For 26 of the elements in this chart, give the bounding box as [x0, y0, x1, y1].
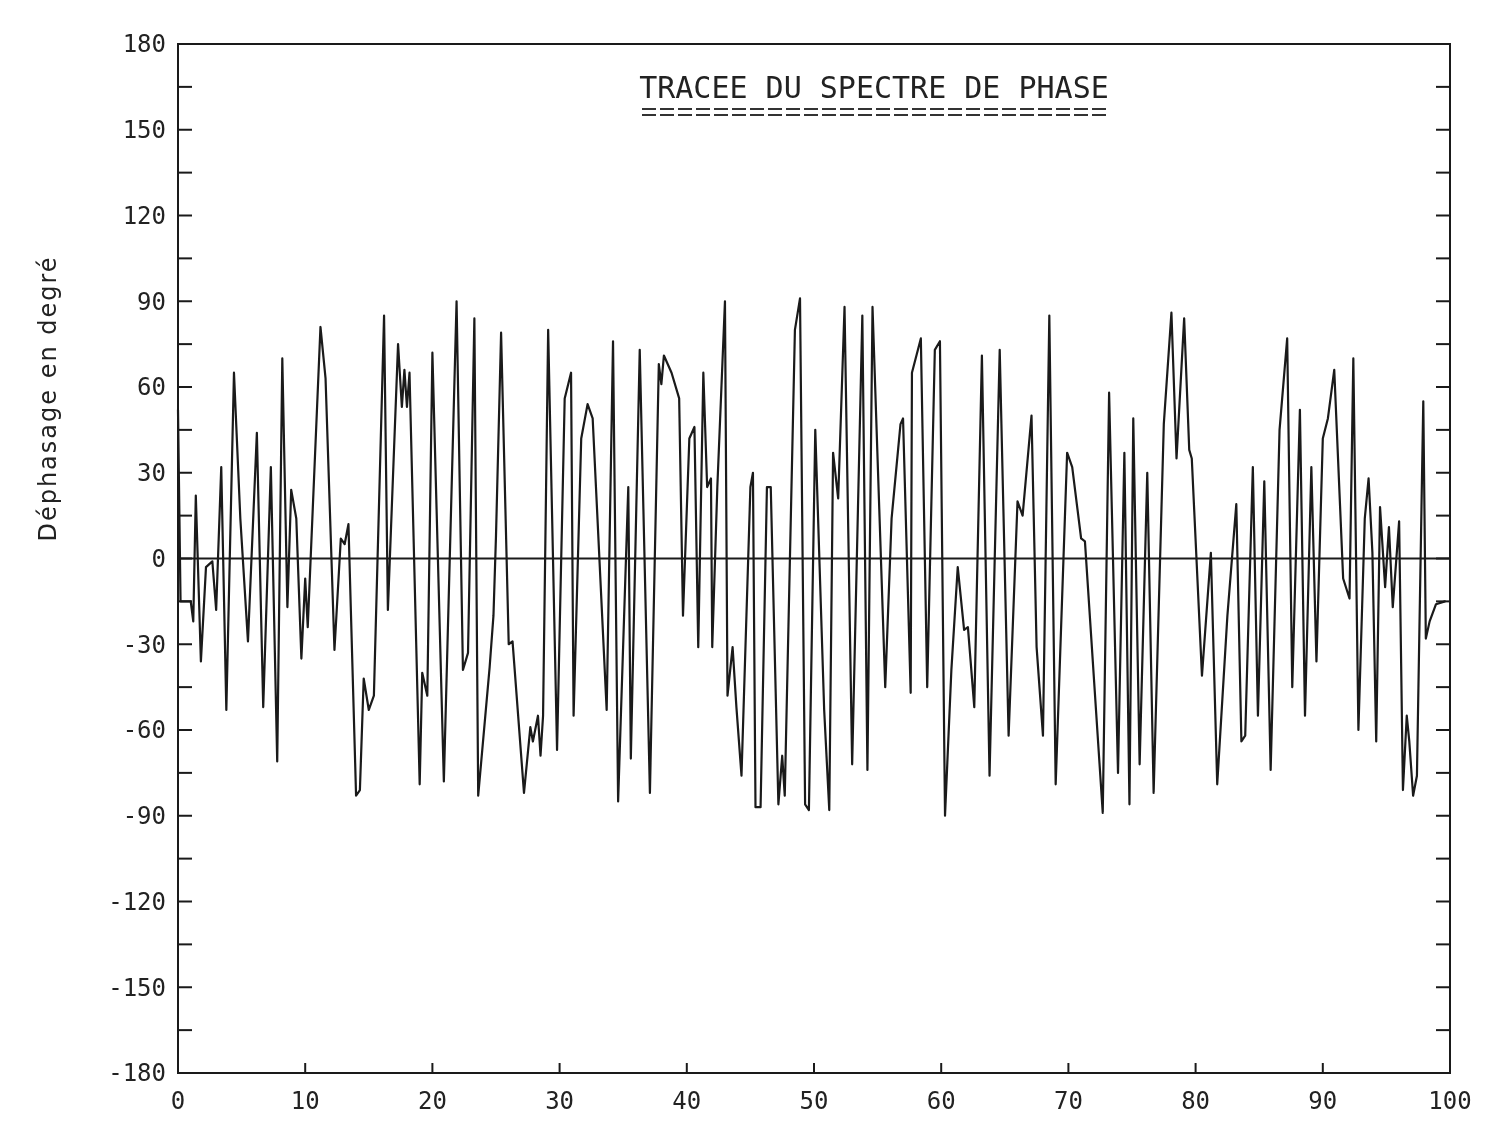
y-tick-label: 0: [151, 544, 166, 573]
x-tick-label: 10: [290, 1087, 320, 1115]
x-tick-label: 30: [545, 1087, 575, 1115]
y-tick-label: -120: [108, 887, 166, 916]
x-tick-label: 100: [1428, 1087, 1472, 1115]
x-tick-label: 40: [672, 1087, 702, 1115]
x-tick-label: 20: [417, 1087, 447, 1115]
y-tick-label: 180: [122, 30, 166, 59]
y-tick-label: 30: [137, 459, 166, 488]
y-tick-label: 90: [137, 287, 166, 316]
y-tick-label: -90: [122, 802, 166, 831]
y-tick-label: -30: [122, 630, 166, 659]
text: TRACEE DU SPECTRE DE PHASE: [639, 70, 1109, 105]
y-axis-title: Déphasage en degré: [34, 255, 62, 542]
x-tick-label: 90: [1308, 1087, 1338, 1115]
y-tick-label: 60: [137, 373, 166, 402]
x-tick-label: 70: [1053, 1087, 1083, 1115]
y-tick-label: -180: [108, 1059, 166, 1088]
y-tick-label: -60: [122, 716, 166, 745]
y-tick-label: 150: [122, 116, 166, 145]
x-tick-label: 60: [926, 1087, 956, 1115]
y-tick-label: -150: [108, 973, 166, 1002]
y-tick-label: 120: [122, 201, 166, 230]
x-tick-label: 50: [799, 1087, 829, 1115]
x-tick-label: 80: [1181, 1087, 1211, 1115]
x-tick-label: 0: [170, 1087, 186, 1115]
